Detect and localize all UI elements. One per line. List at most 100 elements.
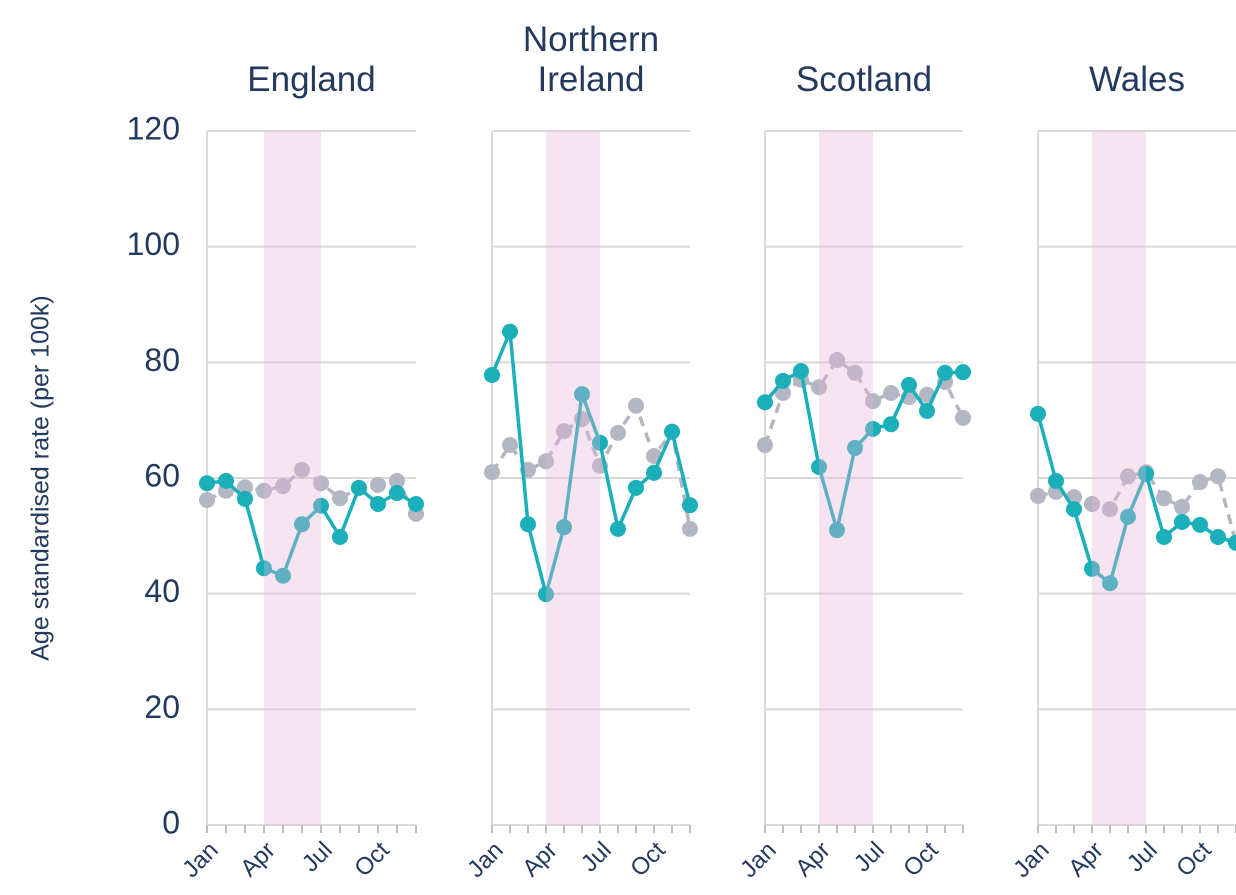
data-point bbox=[883, 384, 899, 401]
panel-title: Wales bbox=[1089, 60, 1185, 99]
data-point bbox=[1210, 528, 1226, 545]
data-point bbox=[275, 567, 291, 584]
data-point bbox=[901, 376, 917, 393]
x-tick-label: Apr bbox=[790, 837, 836, 883]
data-point bbox=[1048, 472, 1064, 489]
data-point bbox=[682, 520, 698, 537]
data-point bbox=[1030, 405, 1046, 422]
data-point bbox=[389, 472, 405, 489]
data-point bbox=[332, 528, 348, 545]
data-point bbox=[256, 560, 272, 577]
data-point bbox=[370, 476, 386, 493]
highlight-band bbox=[1092, 131, 1146, 825]
data-point bbox=[556, 423, 572, 440]
data-point bbox=[793, 363, 809, 380]
data-point bbox=[1084, 496, 1100, 513]
data-point bbox=[1084, 560, 1100, 577]
data-point bbox=[865, 420, 881, 437]
y-tick-label: 0 bbox=[162, 804, 180, 840]
y-tick-label: 40 bbox=[144, 573, 180, 609]
x-tick-label: Jan bbox=[1008, 837, 1054, 883]
data-point bbox=[351, 479, 367, 496]
data-point bbox=[1174, 498, 1190, 515]
data-point bbox=[218, 472, 234, 489]
data-point bbox=[1192, 474, 1208, 491]
data-point bbox=[1120, 508, 1136, 525]
data-point bbox=[237, 479, 253, 496]
highlight-band bbox=[819, 131, 873, 825]
y-tick-label: 20 bbox=[144, 689, 180, 725]
data-point bbox=[502, 323, 518, 340]
x-tick-label: Jul bbox=[576, 837, 617, 878]
data-point bbox=[865, 393, 881, 410]
data-point bbox=[502, 437, 518, 454]
data-point bbox=[1102, 575, 1118, 592]
data-point bbox=[1138, 465, 1154, 482]
data-point bbox=[775, 384, 791, 401]
data-point bbox=[592, 434, 608, 451]
data-point bbox=[332, 490, 348, 507]
data-point bbox=[389, 485, 405, 502]
data-point bbox=[1210, 468, 1226, 485]
data-point bbox=[1228, 534, 1236, 551]
data-point bbox=[484, 367, 500, 384]
data-point bbox=[610, 424, 626, 441]
x-tick-label: Oct bbox=[349, 836, 395, 882]
data-point bbox=[955, 364, 971, 381]
data-point bbox=[1102, 501, 1118, 518]
data-point bbox=[256, 482, 272, 499]
highlight-band bbox=[546, 131, 600, 825]
data-point bbox=[883, 416, 899, 433]
x-tick-label: Oct bbox=[898, 836, 944, 882]
data-point bbox=[829, 522, 845, 539]
data-point bbox=[775, 372, 791, 389]
data-point bbox=[1030, 487, 1046, 504]
x-tick-label: Apr bbox=[517, 837, 563, 883]
data-point bbox=[199, 491, 215, 508]
data-point bbox=[646, 464, 662, 481]
data-point bbox=[610, 520, 626, 537]
data-point bbox=[538, 586, 554, 603]
x-tick-label: Jul bbox=[1122, 837, 1163, 878]
x-tick-label: Oct bbox=[625, 836, 671, 882]
data-point bbox=[1174, 513, 1190, 530]
data-point bbox=[313, 497, 329, 514]
data-point bbox=[1156, 490, 1172, 507]
data-point bbox=[1192, 516, 1208, 533]
data-point bbox=[237, 490, 253, 507]
x-tick-label: Jan bbox=[177, 837, 223, 883]
data-point bbox=[757, 437, 773, 454]
data-point bbox=[520, 516, 536, 533]
x-tick-label: Jan bbox=[462, 837, 508, 883]
y-tick-label: 60 bbox=[144, 457, 180, 493]
data-point bbox=[370, 496, 386, 513]
data-point bbox=[811, 459, 827, 476]
data-point bbox=[574, 386, 590, 403]
data-point bbox=[829, 352, 845, 369]
data-point bbox=[275, 478, 291, 495]
data-point bbox=[937, 364, 953, 381]
highlight-band bbox=[264, 131, 321, 825]
data-point bbox=[313, 475, 329, 492]
panel-title: Northern Ireland bbox=[522, 20, 660, 99]
data-point bbox=[811, 379, 827, 396]
data-point bbox=[556, 519, 572, 536]
data-point bbox=[1120, 468, 1136, 485]
y-tick-label: 100 bbox=[127, 226, 180, 262]
x-tick-label: Apr bbox=[235, 837, 281, 883]
x-tick-label: Apr bbox=[1063, 837, 1109, 883]
data-point bbox=[955, 409, 971, 426]
panel-title: England bbox=[247, 60, 376, 99]
panel-title: Scotland bbox=[795, 60, 933, 99]
y-tick-label: 80 bbox=[144, 342, 180, 378]
data-point bbox=[294, 516, 310, 533]
x-tick-label: Oct bbox=[1171, 836, 1217, 882]
y-tick-label: 120 bbox=[127, 110, 180, 146]
data-point bbox=[484, 464, 500, 481]
data-point bbox=[919, 402, 935, 419]
data-point bbox=[682, 497, 698, 514]
data-point bbox=[1066, 501, 1082, 518]
data-point bbox=[628, 479, 644, 496]
x-tick-label: Jul bbox=[849, 837, 890, 878]
